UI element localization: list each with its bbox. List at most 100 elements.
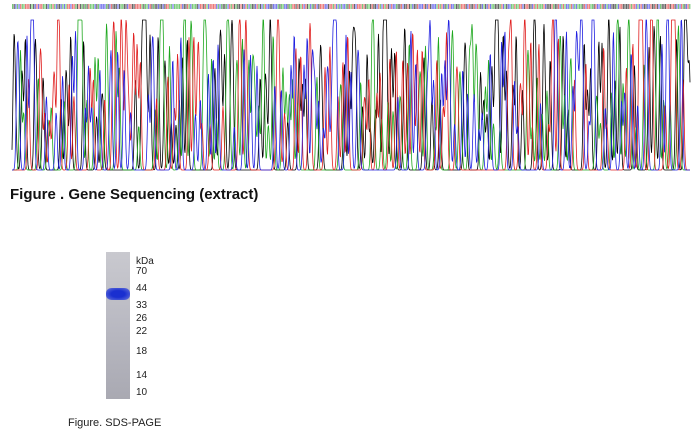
- sequence-base: [389, 4, 391, 9]
- sequence-base: [685, 4, 688, 9]
- sequence-base: [640, 4, 642, 9]
- sequence-base: [681, 4, 683, 9]
- sequence-base: [250, 4, 252, 9]
- sequence-base: [447, 4, 449, 9]
- sequence-base: [543, 4, 545, 9]
- sequence-base: [357, 4, 359, 9]
- sequence-base: [159, 4, 161, 9]
- sequence-base: [332, 4, 334, 9]
- sequence-base: [211, 4, 213, 9]
- sequence-base: [488, 4, 490, 9]
- sequence-base: [442, 4, 445, 9]
- sequence-base: [507, 4, 509, 9]
- sequence-base: [616, 4, 618, 9]
- sequence-base: [180, 4, 182, 9]
- sequence-base: [195, 4, 197, 9]
- sequence-base: [46, 4, 48, 9]
- sequence-base: [412, 4, 414, 9]
- sequence-base: [365, 4, 367, 9]
- sequence-base: [285, 4, 287, 9]
- sequence-base: [684, 4, 686, 9]
- sequence-base: [149, 4, 151, 9]
- sequence-base: [277, 4, 279, 9]
- sequence-base: [446, 4, 448, 9]
- sequence-base: [327, 4, 330, 9]
- sequence-base: [34, 4, 36, 9]
- sequence-base: [621, 4, 623, 9]
- sequence-base: [413, 4, 415, 9]
- sequence-base: [530, 4, 532, 9]
- sequence-base: [297, 4, 299, 9]
- sequence-base: [378, 4, 380, 9]
- sequence-base: [323, 4, 325, 9]
- sequence-base: [109, 4, 111, 9]
- sequence-base: [574, 4, 576, 9]
- sequence-base: [431, 4, 433, 9]
- sequence-base: [399, 4, 401, 9]
- sequence-base: [67, 4, 69, 9]
- sequence-base: [26, 4, 28, 9]
- sequence-base: [489, 4, 492, 9]
- sequence-base: [99, 4, 101, 9]
- sequence-base: [374, 4, 377, 9]
- sequence-base: [666, 4, 668, 9]
- sequence-base: [353, 4, 356, 9]
- sequence-base: [75, 4, 77, 9]
- sequence-base: [441, 4, 443, 9]
- sequence-base: [233, 4, 236, 9]
- sequence-base: [590, 4, 592, 9]
- sequence-base: [122, 4, 124, 9]
- sequence-base: [423, 4, 425, 9]
- sequence-base: [651, 4, 654, 9]
- sequence-base: [635, 4, 637, 9]
- sequence-base: [669, 4, 671, 9]
- sequence-base: [536, 4, 539, 9]
- sequence-base: [97, 4, 100, 9]
- sequence-base: [73, 4, 75, 9]
- sequence-base: [214, 4, 216, 9]
- sequence-base: [645, 4, 647, 9]
- sequence-base: [253, 4, 255, 9]
- sequence-base: [638, 4, 641, 9]
- sequence-base: [463, 4, 466, 9]
- sequence-base: [366, 4, 368, 9]
- sequence-base: [541, 4, 543, 9]
- sequence-base: [151, 4, 153, 9]
- sequence-base: [336, 4, 338, 9]
- sequence-base: [80, 4, 82, 9]
- sequence-base: [361, 4, 364, 9]
- sequence-base: [345, 4, 347, 9]
- sequence-base: [318, 4, 320, 9]
- sequence-base: [606, 4, 608, 9]
- sequence-base: [603, 4, 605, 9]
- sequence-base: [525, 4, 527, 9]
- sequence-base: [216, 4, 218, 9]
- sequence-base: [400, 4, 402, 9]
- sequence-base: [459, 4, 461, 9]
- sequence-base: [591, 4, 594, 9]
- sequence-base: [157, 4, 159, 9]
- sequence-base: [473, 4, 475, 9]
- unit-label: kDa: [136, 256, 154, 267]
- sequence-base: [165, 4, 168, 9]
- sequence-base: [533, 4, 535, 9]
- sequence-base: [658, 4, 660, 9]
- marker-label: 44: [136, 283, 148, 294]
- sequence-base: [363, 4, 365, 9]
- sequence-base: [465, 4, 467, 9]
- sequence-base: [478, 4, 480, 9]
- sequence-base: [290, 4, 292, 9]
- sequence-base: [630, 4, 633, 9]
- sequence-base: [415, 4, 417, 9]
- sequence-base: [410, 4, 412, 9]
- sequence-base: [117, 4, 119, 9]
- sequence-base: [175, 4, 177, 9]
- sequence-base: [287, 4, 289, 9]
- sequence-base: [188, 4, 190, 9]
- sequence-base: [203, 4, 205, 9]
- sequence-base: [648, 4, 650, 9]
- sequence-base: [468, 4, 471, 9]
- sequence-base: [428, 4, 430, 9]
- sequence-base: [642, 4, 644, 9]
